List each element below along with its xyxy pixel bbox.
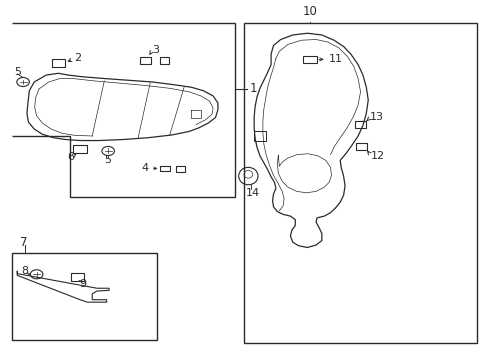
Bar bbox=[354, 121, 366, 129]
Text: 2: 2 bbox=[74, 53, 81, 63]
Text: 8: 8 bbox=[21, 266, 28, 276]
Bar bbox=[355, 143, 366, 150]
Text: 5: 5 bbox=[104, 155, 111, 165]
Text: 14: 14 bbox=[245, 188, 259, 198]
Bar bbox=[244, 23, 476, 343]
Bar bbox=[52, 59, 65, 67]
Bar bbox=[303, 55, 316, 63]
Text: 11: 11 bbox=[328, 54, 343, 64]
Bar bbox=[73, 145, 87, 153]
Text: 4: 4 bbox=[142, 163, 149, 174]
Bar bbox=[12, 253, 157, 340]
Bar bbox=[71, 273, 84, 282]
Bar bbox=[160, 166, 169, 171]
Text: 12: 12 bbox=[370, 151, 385, 161]
Text: 13: 13 bbox=[369, 112, 384, 122]
Bar bbox=[139, 57, 151, 64]
Bar bbox=[160, 57, 169, 64]
Text: 3: 3 bbox=[152, 45, 159, 55]
Text: 6: 6 bbox=[67, 152, 74, 162]
Text: 1: 1 bbox=[249, 82, 256, 95]
Text: 10: 10 bbox=[302, 5, 317, 18]
Bar bbox=[176, 166, 184, 172]
Text: 5: 5 bbox=[14, 67, 20, 77]
Text: 7: 7 bbox=[20, 236, 27, 249]
Text: 9: 9 bbox=[79, 279, 86, 289]
